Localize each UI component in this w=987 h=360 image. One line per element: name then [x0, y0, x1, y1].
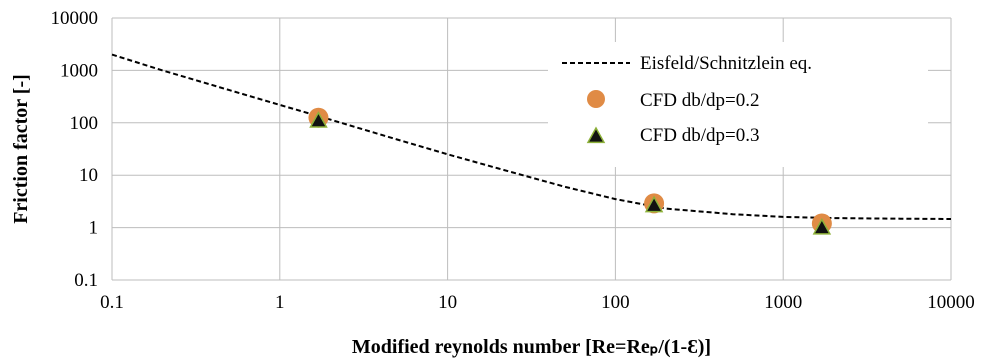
- x-tick-labels: 0.1 1 10 100 1000 10000: [100, 292, 975, 313]
- y-tick-labels: 0.1 1 10 100 1000 10000: [51, 8, 99, 291]
- y-tick-label: 10000: [51, 8, 99, 29]
- cfd-03-point: [812, 217, 832, 235]
- y-tick-label: 100: [70, 113, 99, 134]
- y-tick-label: 1000: [60, 60, 98, 81]
- eisfeld-curve: [111, 53, 952, 220]
- x-tick-label: 100: [601, 292, 630, 313]
- x-tick-label: 10000: [927, 292, 975, 313]
- legend-label-eisfeld: Eisfeld/Schnitzlein eq.: [640, 53, 812, 74]
- y-axis-title: Friction factor [-]: [10, 74, 32, 224]
- legend-circle-swatch: [587, 90, 605, 108]
- legend: Eisfeld/Schnitzlein eq. CFD db/dp=0.2 CFD …: [548, 42, 928, 167]
- y-tick-label: 0.1: [74, 270, 98, 291]
- legend-label-cfd-03: CFD db/dp=0.3: [640, 125, 759, 146]
- legend-label-cfd-02: CFD db/dp=0.2: [640, 90, 759, 111]
- x-tick-label: 1: [275, 292, 285, 313]
- y-tick-label: 1: [89, 218, 99, 239]
- x-tick-label: 1000: [764, 292, 802, 313]
- legend-triangle-swatch: [586, 126, 606, 144]
- x-tick-label: 0.1: [100, 292, 124, 313]
- series-layer: [111, 53, 952, 235]
- cfd-03-point: [309, 111, 328, 128]
- cfd-03-point: [644, 195, 664, 213]
- x-tick-label: 10: [438, 292, 457, 313]
- y-tick-label: 10: [79, 165, 98, 186]
- x-axis-title: Modified reynolds number [Re=Reₚ/(1-Ɛ)]: [352, 336, 711, 358]
